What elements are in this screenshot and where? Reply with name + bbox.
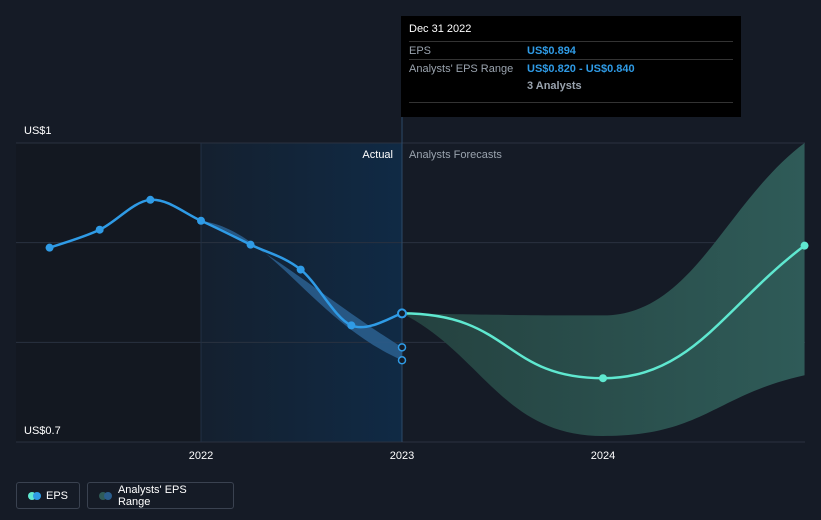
forecast-region-label: Analysts Forecasts — [409, 149, 502, 161]
legend-eps-button[interactable]: EPS — [16, 482, 80, 509]
eps-forecast-point — [599, 374, 607, 383]
eps-actual-point — [197, 216, 205, 225]
tooltip-range-label: Analysts' EPS Range — [409, 62, 514, 75]
tooltip-analysts-row: 3 Analysts — [409, 77, 733, 94]
x-tick-label: 2022 — [189, 450, 213, 462]
eps-actual-point — [95, 225, 104, 234]
y-axis-bottom-label: US$0.7 — [24, 425, 61, 437]
range-legend-icon — [99, 491, 112, 500]
eps-actual-point — [246, 240, 255, 249]
x-tick-label: 2024 — [591, 450, 615, 462]
eps-actual-point — [347, 321, 356, 330]
forecast-range-band — [402, 143, 805, 437]
eps-forecast-point — [800, 241, 809, 250]
tooltip-range-separator: - — [575, 62, 586, 75]
legend-range-label: Analysts' EPS Range — [117, 483, 187, 508]
eps-actual-point — [397, 308, 407, 319]
legend-eps-label: EPS — [45, 489, 68, 502]
tooltip-divider — [409, 102, 733, 104]
actual-period-background — [201, 143, 402, 442]
legend-range-button[interactable]: Analysts' EPS Range — [87, 482, 234, 509]
tooltip-eps-row: EPS US$0.894 — [409, 41, 733, 59]
tooltip-analysts-count: 3 Analysts — [527, 79, 582, 92]
eps-actual-point — [296, 265, 305, 274]
tooltip-date: Dec 31 2022 — [409, 23, 472, 35]
past-background — [16, 143, 201, 442]
eps-points — [45, 195, 809, 383]
eps-actual-line — [49, 198, 403, 329]
y-axis-top-label: US$1 — [24, 125, 52, 137]
eps-actual-point — [146, 195, 155, 204]
eps-legend-icon — [28, 491, 41, 500]
data-tooltip: Dec 31 2022 EPS US$0.894 Analysts' EPS R… — [401, 16, 741, 117]
range-low-point — [397, 356, 407, 365]
tooltip-range-high: US$0.840 — [585, 62, 635, 75]
tooltip-eps-label: EPS — [409, 44, 432, 57]
actual-region-label: Actual — [362, 149, 393, 161]
range-high-point — [397, 343, 407, 352]
tooltip-eps-value: US$0.894 — [527, 44, 576, 57]
tooltip-range-low: US$0.820 — [527, 62, 576, 75]
chart-background — [16, 143, 402, 442]
tooltip-range-row: Analysts' EPS Range US$0.820 - US$0.840 — [409, 59, 733, 77]
eps-actual-point — [45, 243, 54, 252]
x-tick-label: 2023 — [390, 450, 414, 462]
